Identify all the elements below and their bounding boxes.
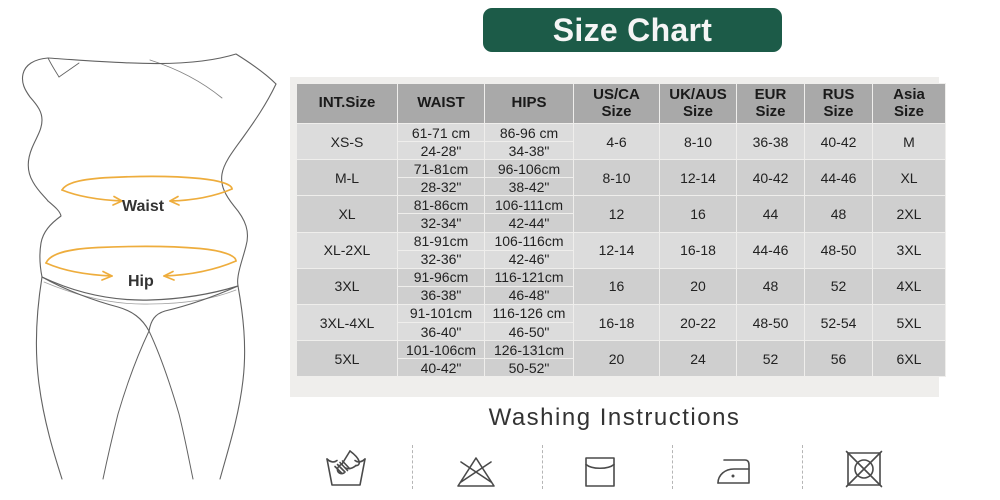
svg-text:Waist: Waist bbox=[122, 198, 165, 215]
svg-text:Hip: Hip bbox=[128, 273, 154, 290]
